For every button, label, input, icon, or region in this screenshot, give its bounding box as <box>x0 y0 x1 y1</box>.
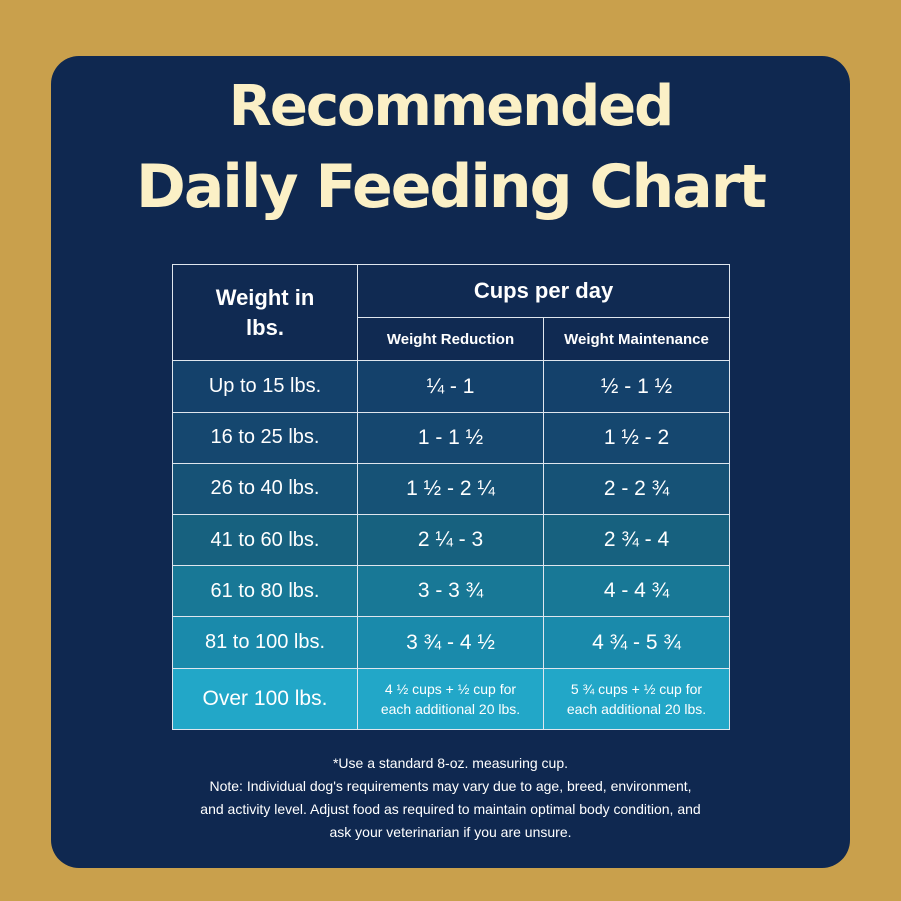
table-row: Up to 15 lbs. ¼ - 1 ½ - 1 ½ <box>172 360 730 413</box>
maintenance-cell: 4 - 4 ¾ <box>543 565 730 618</box>
weight-cell: 41 to 60 lbs. <box>172 514 358 567</box>
header-weight-maintenance: Weight Maintenance <box>543 317 730 362</box>
weight-cell: 61 to 80 lbs. <box>172 565 358 618</box>
footer-measuring-cup: *Use a standard 8-oz. measuring cup. <box>332 755 568 771</box>
reduction-cell: ¼ - 1 <box>357 360 544 413</box>
table-header-row: Weight in lbs. Cups per day <box>172 263 730 362</box>
table-row: Over 100 lbs. 4 ½ cups + ½ cup for each … <box>172 667 730 731</box>
maintenance-cell: 5 ¾ cups + ½ cup for each additional 20 … <box>543 667 730 731</box>
maintenance-cell: 2 ¾ - 4 <box>543 514 730 567</box>
feeding-table: Weight in lbs. Cups per day Weight Reduc… <box>172 263 730 731</box>
header-weight: Weight in lbs. <box>172 263 358 362</box>
maintenance-cell: 4 ¾ - 5 ¾ <box>543 616 730 669</box>
reduction-cell: 4 ½ cups + ½ cup for each additional 20 … <box>357 667 544 731</box>
title-line-2: Daily Feeding Chart <box>136 152 767 222</box>
maintenance-cell: 1 ½ - 2 <box>543 411 730 464</box>
reduction-cell: 1 - 1 ½ <box>357 411 544 464</box>
table-row: 61 to 80 lbs. 3 - 3 ¾ 4 - 4 ¾ <box>172 565 730 618</box>
weight-cell: 16 to 25 lbs. <box>172 411 358 464</box>
table-row: 41 to 60 lbs. 2 ¼ - 3 2 ¾ - 4 <box>172 514 730 567</box>
weight-cell: 26 to 40 lbs. <box>172 462 358 516</box>
maintenance-cell: ½ - 1 ½ <box>543 360 730 413</box>
weight-cell: 81 to 100 lbs. <box>172 616 358 669</box>
table-row: 81 to 100 lbs. 3 ¾ - 4 ½ 4 ¾ - 5 ¾ <box>172 616 730 669</box>
table-subheader-row: Weight Reduction Weight Maintenance <box>173 317 730 362</box>
reduction-cell: 1 ½ - 2 ¼ <box>357 462 544 516</box>
footer-note-line: Note: Individual dog's requirements may … <box>209 778 692 794</box>
title-line-1: Recommended <box>228 74 674 139</box>
maintenance-cell: 2 - 2 ¾ <box>543 462 730 516</box>
weight-cell: Up to 15 lbs. <box>172 360 358 413</box>
table-row: 26 to 40 lbs. 1 ½ - 2 ¼ 2 - 2 ¾ <box>172 462 730 516</box>
reduction-cell: 3 - 3 ¾ <box>357 565 544 618</box>
header-weight-reduction: Weight Reduction <box>357 317 544 362</box>
reduction-cell: 2 ¼ - 3 <box>357 514 544 567</box>
footer-note-line: ask your veterinarian if you are unsure. <box>329 824 572 840</box>
footer-note-line: and activity level. Adjust food as requi… <box>200 801 701 817</box>
header-cups-per-day: Cups per day <box>357 263 730 319</box>
table-row: 16 to 25 lbs. 1 - 1 ½ 1 ½ - 2 <box>172 411 730 464</box>
weight-cell: Over 100 lbs. <box>172 667 358 731</box>
reduction-cell: 3 ¾ - 4 ½ <box>357 616 544 669</box>
footer-note: *Use a standard 8-oz. measuring cup. Not… <box>0 752 901 844</box>
